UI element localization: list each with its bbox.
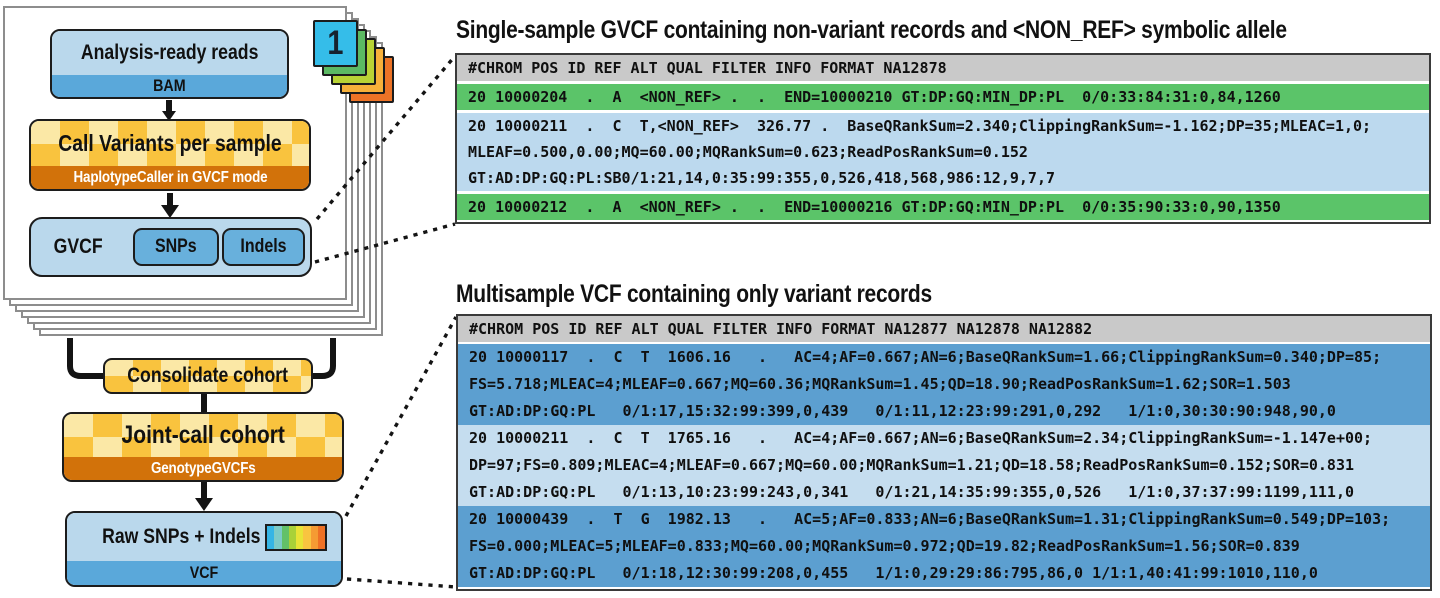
- arrowhead: [195, 498, 213, 511]
- consolidate-cohort-box: Consolidate cohort: [103, 358, 313, 394]
- non-variant-record: 20 10000212 . A <NON_REF> . . END=100002…: [457, 194, 1429, 220]
- bracket-right: [312, 338, 336, 379]
- indels-pill: Indels: [222, 228, 305, 266]
- joint-call-cohort-box: Joint-call cohort GenotypeGVCFs: [62, 412, 344, 482]
- dotted-link-vcf-to-panel-bottom: [346, 577, 457, 589]
- call-variants-label: Call Variants per sample: [58, 130, 282, 156]
- gvcf-panel-title: Single-sample GVCF containing non-varian…: [456, 16, 1287, 44]
- record-line: GT:AD:DP:GQ:PL 0/1:13,10:23:99:243,0,341…: [469, 483, 1355, 501]
- record-line: 20 10000439 . T G 1982.13 . AC=5;AF=0.83…: [469, 510, 1391, 528]
- bam-format-label: BAM: [153, 76, 186, 95]
- analysis-box-label: Analysis-ready reads: [80, 41, 259, 64]
- snps-label: SNPs: [155, 236, 197, 257]
- record-line: 20 10000117 . C T 1606.16 . AC=4;AF=0.66…: [469, 348, 1382, 366]
- gvcf-output-box: GVCF SNPs Indels: [29, 217, 312, 277]
- variant-record: 20 10000117 . C T 1606.16 . AC=4;AF=0.66…: [458, 344, 1430, 425]
- vcf-records-panel: #CHROM POS ID REF ALT QUAL FILTER INFO F…: [456, 314, 1432, 591]
- record-line: GT:AD:DP:GQ:PL:SB0/1:21,14,0:35:99:355,0…: [468, 169, 1055, 187]
- record-line: FS=0.000;MLEAC=5;MLEAF=0.833;MQ=60.00;MQ…: [469, 537, 1300, 555]
- haplotypecaller-label: HaplotypeCaller in GVCF mode: [73, 168, 267, 186]
- vcf-header-row: #CHROM POS ID REF ALT QUAL FILTER INFO F…: [458, 316, 1430, 342]
- consolidate-label: Consolidate cohort: [127, 364, 289, 387]
- record-line: 20 10000211 . C T,<NON_REF> 326.77 . Bas…: [468, 117, 1372, 135]
- gvcf-header-row: #CHROM POS ID REF ALT QUAL FILTER INFO F…: [457, 55, 1429, 81]
- dotted-link-vcf-to-panel-top: [344, 316, 458, 517]
- variant-record: 20 10000211 . C T,<NON_REF> 326.77 . Bas…: [457, 113, 1429, 191]
- record-line: DP=97;FS=0.809;MLEAC=4;MLEAF=0.667;MQ=60…: [469, 456, 1355, 474]
- vcf-panel-title: Multisample VCF containing only variant …: [456, 280, 932, 308]
- rainbow-strip-icon: [265, 524, 327, 551]
- variant-record: 20 10000439 . T G 1982.13 . AC=5;AF=0.83…: [458, 506, 1430, 587]
- raw-variants-box: Raw SNPs + Indels VCF: [65, 511, 343, 587]
- call-variants-box: Call Variants per sample HaplotypeCaller…: [29, 119, 311, 191]
- record-line: MLEAF=0.500,0.00;MQ=60.00;MQRankSum=0.62…: [468, 143, 1028, 161]
- bracket-left: [67, 338, 104, 379]
- record-line: 20 10000211 . C T 1765.16 . AC=4;AF=0.66…: [469, 429, 1373, 447]
- genotypegvcfs-label: GenotypeGVCFs: [150, 459, 256, 477]
- gvcf-records-panel: #CHROM POS ID REF ALT QUAL FILTER INFO F…: [455, 53, 1431, 224]
- joint-call-label: Joint-call cohort: [121, 421, 285, 449]
- record-line: FS=5.718;MLEAC=4;MLEAF=0.667;MQ=60.36;MQ…: [469, 375, 1291, 393]
- variant-record: 20 10000211 . C T 1765.16 . AC=4;AF=0.66…: [458, 425, 1430, 506]
- record-line: GT:AD:DP:GQ:PL 0/1:17,15:32:99:399,0,439…: [469, 402, 1336, 420]
- sample-number: 1: [327, 24, 344, 62]
- snps-pill: SNPs: [133, 228, 219, 266]
- indels-label: Indels: [240, 236, 287, 257]
- vcf-format-label: VCF: [189, 563, 219, 582]
- analysis-ready-reads-box: Analysis-ready reads BAM: [50, 29, 289, 99]
- record-line: GT:AD:DP:GQ:PL 0/1:18,12:30:99:208,0,455…: [469, 564, 1318, 582]
- gvcf-label: GVCF: [53, 235, 103, 258]
- raw-snps-indels-label: Raw SNPs + Indels: [102, 525, 261, 548]
- sample-card-1: 1: [313, 20, 358, 67]
- non-variant-record: 20 10000204 . A <NON_REF> . . END=100002…: [457, 84, 1429, 110]
